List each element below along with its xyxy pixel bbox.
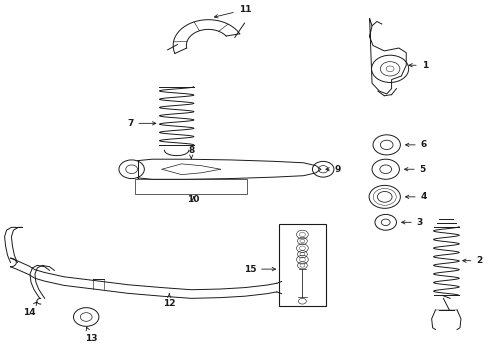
Text: 13: 13 [85, 327, 98, 343]
Text: 1: 1 [409, 61, 428, 70]
Bar [135, 179, 247, 194]
Bar [279, 224, 326, 306]
Text: 4: 4 [406, 192, 427, 201]
Text: 12: 12 [163, 294, 175, 308]
Text: 2: 2 [463, 256, 483, 265]
Text: 9: 9 [326, 165, 341, 174]
Text: 3: 3 [402, 218, 423, 227]
Text: 8: 8 [188, 146, 195, 158]
Text: 11: 11 [215, 5, 251, 18]
Text: 7: 7 [127, 119, 156, 128]
Text: 10: 10 [188, 195, 200, 204]
Text: 15: 15 [244, 265, 275, 274]
Text: 6: 6 [406, 140, 427, 149]
Text: 14: 14 [23, 302, 37, 317]
Text: 5: 5 [405, 165, 426, 174]
